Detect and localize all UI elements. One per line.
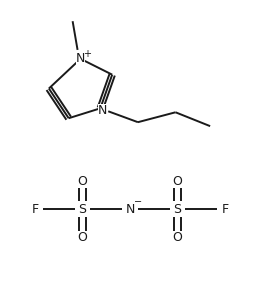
Text: O: O [77,230,87,244]
Text: −: − [134,197,142,207]
Text: N: N [76,52,85,65]
Text: S: S [173,203,181,216]
Text: N: N [98,104,107,117]
Text: O: O [173,175,183,188]
Text: N: N [125,203,135,216]
Text: S: S [79,203,87,216]
Text: O: O [173,230,183,244]
Text: +: + [83,49,92,59]
Text: F: F [31,203,38,216]
Text: O: O [77,175,87,188]
Text: F: F [222,203,229,216]
